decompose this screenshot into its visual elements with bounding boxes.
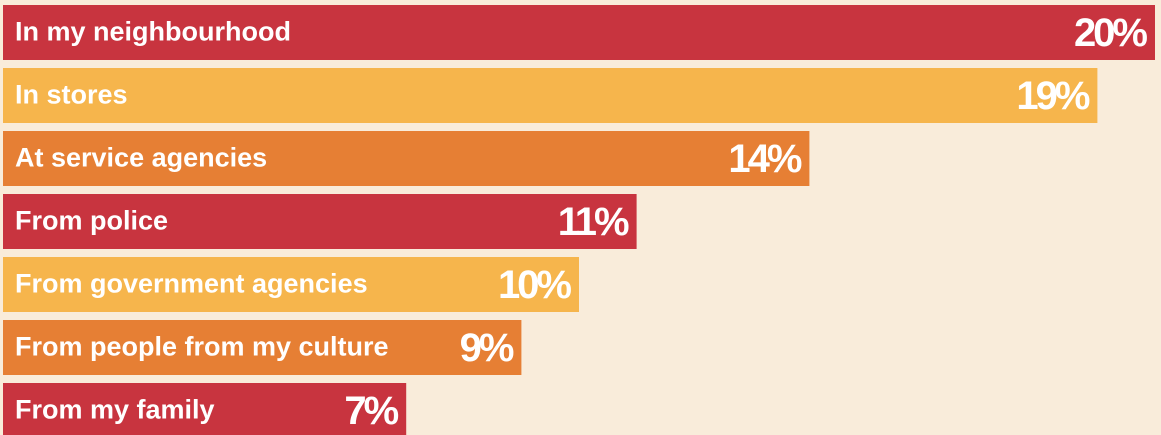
value-label: 19% — [1016, 74, 1089, 118]
category-label: From my family — [15, 395, 215, 425]
category-label: From police — [15, 206, 168, 236]
bar — [3, 131, 810, 186]
bar — [3, 5, 1155, 60]
value-label: 7% — [344, 389, 398, 433]
value-label: 14% — [728, 137, 801, 181]
category-label: In my neighbourhood — [15, 17, 291, 47]
bar — [3, 194, 637, 249]
category-label: From government agencies — [15, 269, 368, 299]
value-label: 20% — [1074, 11, 1147, 55]
category-label: At service agencies — [15, 143, 267, 173]
category-label: In stores — [15, 80, 128, 110]
bar — [3, 320, 522, 375]
value-label: 11% — [558, 200, 629, 244]
bar — [3, 383, 407, 435]
value-label: 9% — [460, 326, 514, 370]
bar — [3, 68, 1098, 123]
bar — [3, 257, 579, 312]
category-label: From people from my culture — [15, 332, 389, 362]
value-label: 10% — [498, 263, 571, 307]
